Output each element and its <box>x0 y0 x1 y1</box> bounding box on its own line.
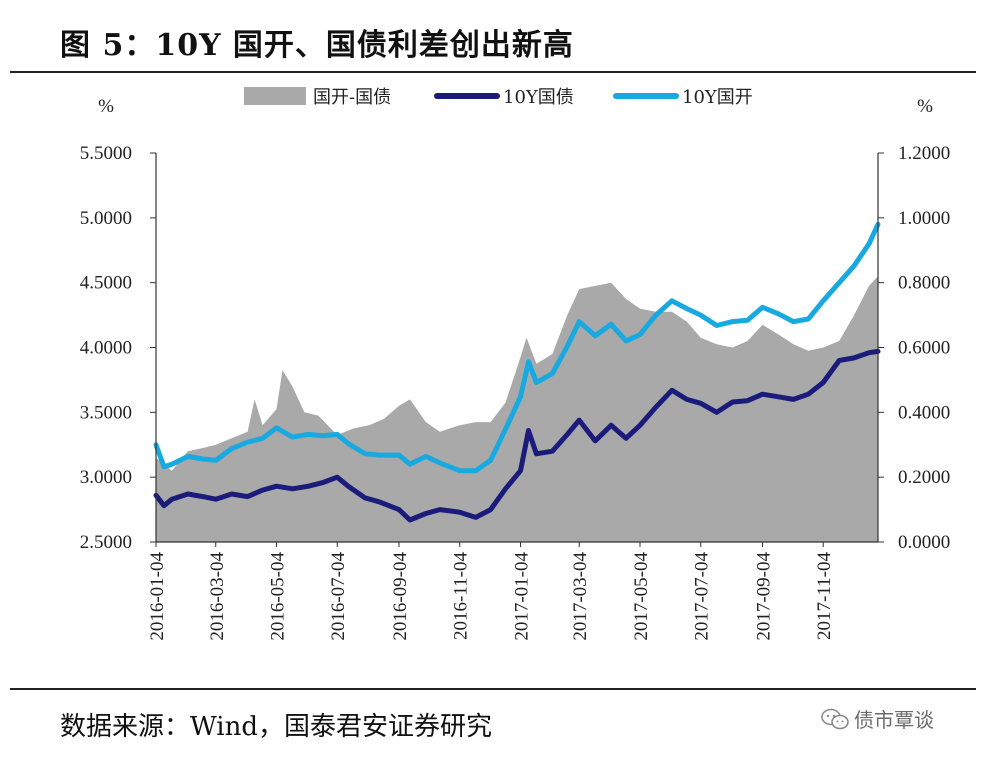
bottom-rule <box>10 688 976 690</box>
right-tick-label: 0.2000 <box>898 467 950 488</box>
x-tick-label: 2016-05-04 <box>268 552 289 641</box>
top-rule <box>10 71 976 73</box>
x-tick-label: 2016-07-04 <box>328 552 349 641</box>
cdb-line-layer <box>153 221 881 474</box>
legend-label-spread: 国开-国债 <box>313 87 391 108</box>
left-tick-label: 4.0000 <box>80 338 132 359</box>
right-tick-label: 1.0000 <box>898 208 950 229</box>
right-tick-label: 0.4000 <box>898 402 950 423</box>
x-tick-label: 2016-09-04 <box>390 552 411 641</box>
left-unit-label: % <box>98 96 114 117</box>
right-tick-label: 0.8000 <box>898 273 950 294</box>
right-tick-label: 1.2000 <box>898 143 950 164</box>
gov-line-layer <box>153 348 881 523</box>
cdb-yield-line <box>153 221 881 474</box>
right-tick-label: 0.6000 <box>898 338 950 359</box>
x-tick-label: 2017-05-04 <box>631 552 652 641</box>
x-tick-label: 2017-11-04 <box>814 552 835 640</box>
legend-label-gov: 10Y国债 <box>503 87 574 108</box>
watermark-text: 债市覃谈 <box>854 708 934 732</box>
legend-swatch-spread <box>244 87 306 105</box>
source-note: 数据来源：Wind，国泰君安证券研究 <box>60 712 492 742</box>
x-tick-label: 2017-09-04 <box>754 552 775 641</box>
axes: % % 5.5000 5.0000 4.5000 4.0000 3.5000 3.0000 2.… <box>80 96 951 641</box>
x-tick-label: 2017-07-04 <box>692 552 713 641</box>
x-tick-label: 2017-03-04 <box>570 552 591 641</box>
legend: 国开-国债 10Y国债 10Y国开 <box>244 87 753 108</box>
left-tick-label: 5.0000 <box>80 208 132 229</box>
right-tick-label: 0.0000 <box>898 532 950 553</box>
legend-label-cdb: 10Y国开 <box>682 87 753 108</box>
x-tick-label: 2016-01-04 <box>147 552 168 641</box>
wechat-icon <box>821 708 849 729</box>
gov-yield-line <box>153 348 881 523</box>
chart: % % 5.5000 5.0000 4.5000 4.0000 3.5000 3.0000 2.… <box>80 87 951 641</box>
left-tick-label: 3.0000 <box>80 467 132 488</box>
x-tick-label: 2016-03-04 <box>207 552 228 641</box>
x-tick-label: 2016-11-04 <box>451 552 472 640</box>
left-tick-label: 5.5000 <box>80 143 132 164</box>
left-tick-label: 3.5000 <box>80 402 132 423</box>
x-tick-label: 2017-01-04 <box>512 552 533 641</box>
watermark: 债市覃谈 <box>820 704 934 733</box>
right-unit-label: % <box>917 96 933 117</box>
figure-title: 图 5：10Y 国开、国债利差创出新高 <box>60 28 574 63</box>
left-tick-label: 4.5000 <box>80 273 132 294</box>
left-tick-label: 2.5000 <box>80 532 132 553</box>
